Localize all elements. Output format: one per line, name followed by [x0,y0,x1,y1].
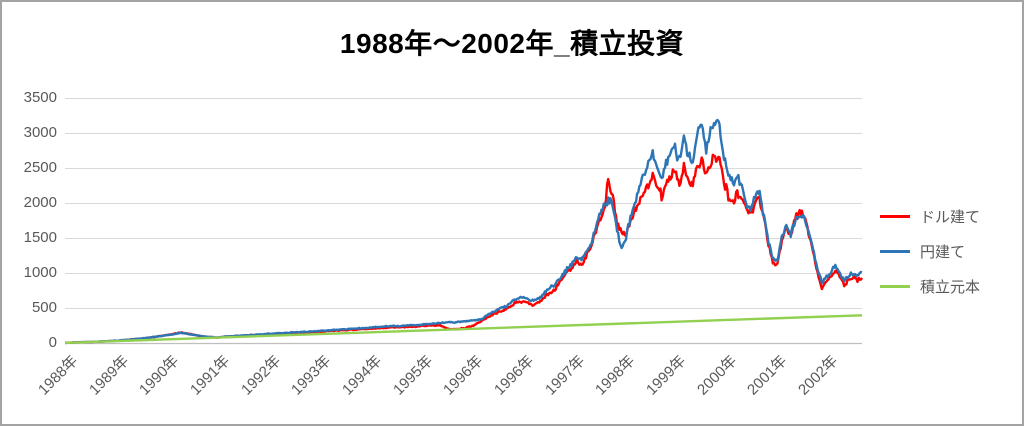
series-line-yen [65,118,863,345]
y-tick-label: 2000 [23,194,57,211]
y-tick-label: 1000 [23,264,57,281]
chart-title: 1988年〜2002年_積立投資 [339,28,685,59]
x-tick-label: 1990年 [136,352,183,399]
x-tick-label: 2002年 [795,352,842,399]
series-line-dollar [65,153,864,345]
x-tick-label: 1996年 [440,352,487,399]
x-tick-label: 1993年 [288,352,335,399]
x-tick-label: 1994年 [339,352,386,399]
series-line-principal [65,314,863,345]
y-tick-label: 2500 [23,159,57,176]
x-tick-label: 1996年 [491,352,538,399]
y-tick-label: 500 [31,299,57,316]
y-tick-label: 1500 [23,229,57,246]
x-tick-label: 1995年 [389,352,436,399]
legend-label: 円建て [920,244,966,261]
x-tick-label: 2000年 [693,352,740,399]
legend-line-icon [880,215,910,218]
x-tick-label: 1989年 [85,352,132,399]
x-tick-label: 1988年 [35,352,82,399]
x-tick-label: 1999年 [643,352,690,399]
legend-label: ドル建て [920,209,981,226]
x-tick-label: 2001年 [744,352,791,399]
y-tick-label: 0 [48,334,57,351]
x-tick-label: 1991年 [187,352,234,399]
legend-item: 積立元本 [880,276,1020,297]
legend-item: 円建て [880,241,1020,262]
y-tick-label: 3000 [23,124,57,141]
legend-line-icon [880,285,910,288]
legend: ドル建て円建て積立元本 [880,206,1020,311]
plot-area [65,98,864,345]
legend-label: 積立元本 [920,279,981,296]
x-tick-label: 1997年 [541,352,588,399]
x-tick-label: 1992年 [237,352,284,399]
legend-line-icon [880,250,910,253]
x-tick-label: 1998年 [592,352,639,399]
legend-item: ドル建て [880,206,1020,227]
y-tick-label: 3500 [23,89,57,106]
